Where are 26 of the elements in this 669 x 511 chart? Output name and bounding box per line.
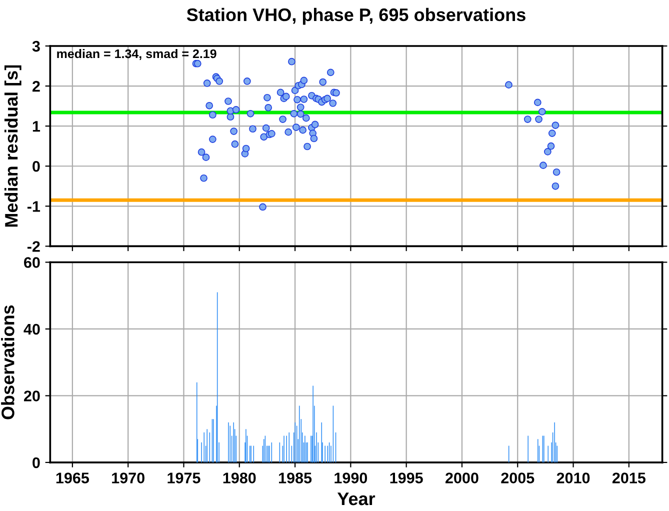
x-tick-label: 2000 xyxy=(446,472,478,484)
x-tick-label: 1965 xyxy=(56,472,90,484)
y-tick-label: 3 xyxy=(32,40,40,52)
y-tick-label: 0 xyxy=(32,457,40,468)
x-tick-label: 2005 xyxy=(501,472,534,484)
x-tick-label: 1985 xyxy=(279,472,312,484)
y-tick-label: 0 xyxy=(32,160,40,172)
x-tick-label: 1990 xyxy=(334,472,368,484)
y-axis-title: Observations xyxy=(1,305,14,420)
x-tick-label: 2010 xyxy=(556,472,590,484)
y-tick-label: 2 xyxy=(32,80,40,92)
x-axis-title: Year xyxy=(337,492,376,506)
y-tick-label: 1 xyxy=(32,121,40,132)
y-tick-label: 60 xyxy=(24,257,40,268)
x-tick-label: 1970 xyxy=(112,472,144,484)
y-tick-label: 20 xyxy=(24,390,40,402)
y-tick-label: -2 xyxy=(27,241,40,252)
y-tick-label: -1 xyxy=(27,201,40,212)
x-tick-label: 2015 xyxy=(612,472,646,484)
chart-title: Station VHO, phase P, 695 observations xyxy=(186,8,526,25)
x-tick-label: 1995 xyxy=(390,472,423,484)
y-tick-label: 40 xyxy=(24,324,40,335)
annotation: median = 1.34, smad = 2.19 xyxy=(57,48,216,60)
y-axis-title: Median residual [s] xyxy=(4,65,22,227)
x-tick-label: 1980 xyxy=(223,472,256,484)
x-tick-label: 1975 xyxy=(168,472,200,484)
